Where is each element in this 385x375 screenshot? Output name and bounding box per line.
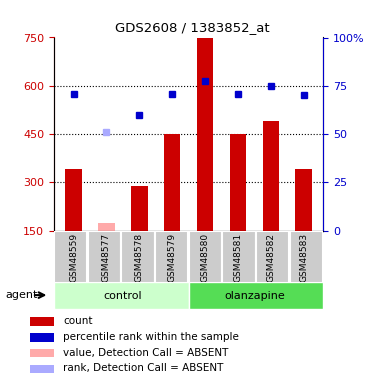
Text: GSM48578: GSM48578 <box>135 232 144 282</box>
Bar <box>295 170 312 231</box>
Bar <box>88 231 121 283</box>
Bar <box>189 231 222 283</box>
Text: GSM48577: GSM48577 <box>102 232 111 282</box>
Bar <box>65 170 82 231</box>
Text: GSM48583: GSM48583 <box>299 232 308 282</box>
Text: GSM48582: GSM48582 <box>266 233 275 282</box>
Text: GSM48579: GSM48579 <box>168 232 177 282</box>
Text: GSM48581: GSM48581 <box>233 232 243 282</box>
Bar <box>30 364 54 373</box>
Bar <box>155 231 188 283</box>
Bar <box>30 333 54 342</box>
Text: control: control <box>104 291 142 301</box>
Text: agent: agent <box>6 291 38 300</box>
Bar <box>30 317 54 326</box>
Bar <box>131 186 147 231</box>
Text: GSM48580: GSM48580 <box>201 232 209 282</box>
Bar <box>230 134 246 231</box>
Bar <box>223 231 256 283</box>
Text: value, Detection Call = ABSENT: value, Detection Call = ABSENT <box>63 348 229 358</box>
Text: percentile rank within the sample: percentile rank within the sample <box>63 332 239 342</box>
Bar <box>30 349 54 357</box>
Bar <box>121 231 155 283</box>
Bar <box>290 231 323 283</box>
Bar <box>164 134 181 231</box>
Text: GDS2608 / 1383852_at: GDS2608 / 1383852_at <box>115 21 270 34</box>
Bar <box>263 121 279 231</box>
Bar <box>54 231 87 283</box>
Text: count: count <box>63 316 93 326</box>
Bar <box>98 223 115 231</box>
Bar <box>197 38 213 231</box>
Text: GSM48559: GSM48559 <box>69 232 78 282</box>
Text: olanzapine: olanzapine <box>224 291 285 301</box>
Bar <box>54 282 189 309</box>
Bar <box>189 282 323 309</box>
Bar <box>256 231 290 283</box>
Text: rank, Detection Call = ABSENT: rank, Detection Call = ABSENT <box>63 363 224 374</box>
